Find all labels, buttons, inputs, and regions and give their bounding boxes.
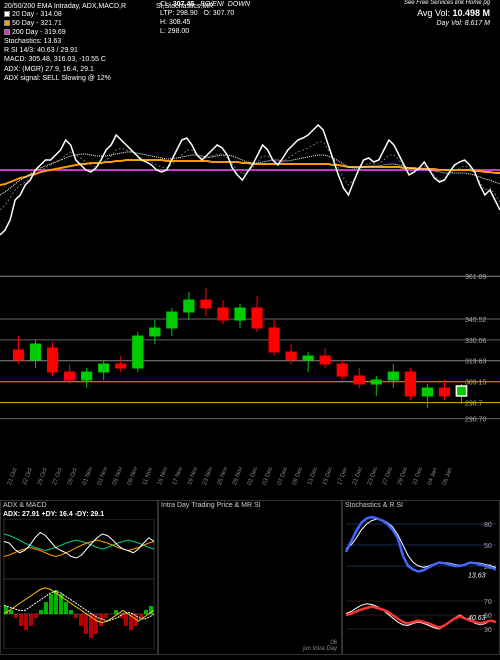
svg-text:13.63: 13.63 [468, 573, 486, 580]
adx-macd-panel: ADX & MACD ADX: 27.91 +DY: 16.4 -DY: 29.… [0, 500, 158, 655]
svg-text:80: 80 [484, 522, 492, 529]
macd-legend: MACD: 305.48, 316.03, -10.55 C [4, 55, 111, 64]
rsi-legend: R SI 14/3: 40.63 / 29.91 [4, 46, 111, 55]
intra-note: 06 jun Intra Day [303, 640, 337, 652]
adx-legend: ADX: (MGR) 27.9, 16.4, 29.1 [4, 65, 111, 74]
candlestick-chart: 361.89 340.52 330.06 319.63 309.15 298.7 290.7… [0, 270, 500, 490]
intraday-panel: Intra Day Trading Price & MR SI 06 jun I… [158, 500, 342, 655]
svg-text:298.7: 298.7 [465, 401, 483, 408]
ema50-legend: 50 Day - 321.71 [4, 19, 111, 28]
svg-text:40.63: 40.63 [468, 615, 486, 622]
svg-text:290.70: 290.70 [465, 417, 487, 424]
ema20-legend: 20 Day - 314.08 [4, 10, 111, 19]
svg-text:319.63: 319.63 [465, 359, 487, 366]
svg-text:30: 30 [484, 627, 492, 634]
indicator-legend: 20 Day - 314.08 50 Day - 321.71 200 Day … [4, 10, 111, 83]
svg-text:70: 70 [484, 599, 492, 606]
svg-text:50: 50 [484, 543, 492, 550]
date-axis: 21 Oct22 Oct25 Oct27 Oct29 Oct01 Nov03 N… [0, 484, 450, 490]
ema200-legend: 200 Day - 319.69 [4, 28, 111, 37]
adx-signal: ADX signal: SELL Slowing @ 12% [4, 74, 111, 83]
svg-text:330.06: 330.06 [465, 338, 487, 345]
volume-info: See Free Services link Home pg Avg Vol: … [404, 0, 490, 29]
indicator-row: ADX & MACD ADX: 27.91 +DY: 16.4 -DY: 29.… [0, 500, 500, 655]
svg-text:309.15: 309.15 [465, 380, 487, 387]
svg-text:361.89: 361.89 [465, 274, 487, 281]
price-info: CL: 307.45 BO/ENI DOWN LTP: 298.90 O: 30… [160, 0, 250, 36]
svg-text:340.52: 340.52 [465, 317, 487, 324]
stoch-legend: Stochastics: 13.63 [4, 37, 111, 46]
stoch-rsi-panel: Stochastics & R SI 20508013.63 30507040.… [342, 500, 500, 655]
ema-overlay-chart [0, 100, 500, 250]
